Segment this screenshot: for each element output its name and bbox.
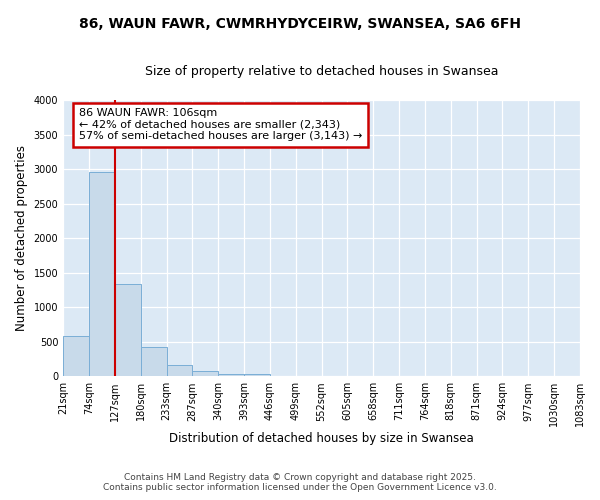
X-axis label: Distribution of detached houses by size in Swansea: Distribution of detached houses by size … bbox=[169, 432, 474, 445]
Bar bbox=[115, 284, 140, 376]
Text: 86 WAUN FAWR: 106sqm
← 42% of detached houses are smaller (2,343)
57% of semi-de: 86 WAUN FAWR: 106sqm ← 42% of detached h… bbox=[79, 108, 362, 142]
Bar bbox=[89, 172, 115, 376]
Bar bbox=[244, 374, 270, 376]
Bar bbox=[140, 346, 167, 376]
Y-axis label: Number of detached properties: Number of detached properties bbox=[15, 145, 28, 331]
Text: 86, WAUN FAWR, CWMRHYDYCEIRW, SWANSEA, SA6 6FH: 86, WAUN FAWR, CWMRHYDYCEIRW, SWANSEA, S… bbox=[79, 18, 521, 32]
Bar bbox=[218, 374, 244, 376]
Bar bbox=[63, 336, 89, 376]
Title: Size of property relative to detached houses in Swansea: Size of property relative to detached ho… bbox=[145, 65, 499, 78]
Text: Contains HM Land Registry data © Crown copyright and database right 2025.
Contai: Contains HM Land Registry data © Crown c… bbox=[103, 473, 497, 492]
Bar bbox=[193, 371, 218, 376]
Bar bbox=[167, 364, 193, 376]
